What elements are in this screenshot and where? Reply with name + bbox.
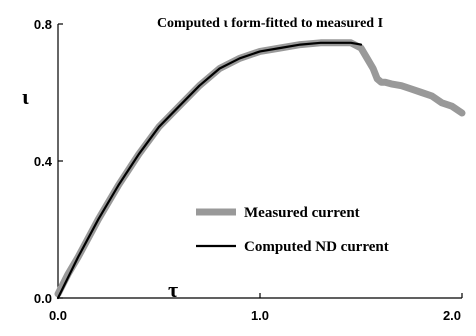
- x-tick-label: 0.0: [49, 308, 67, 323]
- chart-title: Computed ι form-fitted to measured I: [157, 16, 383, 31]
- legend-label-computed: Computed ND current: [244, 239, 389, 255]
- y-tick-label: 0.4: [34, 154, 53, 169]
- x-tick-label: 1.0: [251, 308, 269, 323]
- y-tick-label: 0.0: [34, 291, 52, 306]
- series-group: [54, 39, 466, 300]
- legend: Measured current Computed ND current: [196, 205, 389, 255]
- series-line-measured-current: [54, 39, 466, 298]
- y-tick-group: 0.0 0.4 0.8: [34, 17, 63, 306]
- legend-label-measured: Measured current: [244, 205, 360, 221]
- x-axis-label: τ: [168, 277, 178, 302]
- y-tick-label: 0.8: [34, 17, 52, 32]
- y-axis-label: ι: [22, 84, 29, 109]
- series-line-computed-nd-current: [56, 41, 363, 300]
- x-tick-label: 2.0: [443, 308, 461, 323]
